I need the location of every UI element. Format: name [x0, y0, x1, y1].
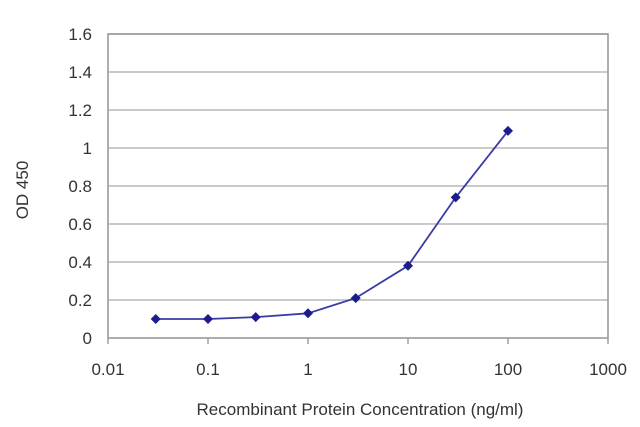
y-tick-label: 1.6 — [68, 25, 92, 44]
y-tick-label: 1.4 — [68, 63, 92, 82]
data-point — [450, 192, 461, 203]
data-point — [303, 308, 313, 319]
data-point — [403, 260, 413, 271]
x-axis-title: Recombinant Protein Concentration (ng/ml… — [197, 400, 524, 419]
data-series — [150, 125, 513, 324]
y-axis-ticks: 0 0.2 0.4 0.6 0.8 1 1.2 1.4 1.6 — [68, 25, 92, 348]
plot-area-frame — [107, 33, 609, 339]
x-axis-ticks: 0.01 0.1 1 10 100 1000 — [91, 338, 627, 379]
x-tick-label: 0.01 — [91, 360, 124, 379]
y-tick-label: 0.6 — [68, 215, 92, 234]
x-tick-label: 0.1 — [196, 360, 220, 379]
x-tick-label: 10 — [399, 360, 418, 379]
y-tick-label: 0.8 — [68, 177, 92, 196]
data-point — [350, 293, 361, 304]
y-tick-label: 0 — [83, 329, 92, 348]
y-axis-title: OD 450 — [13, 161, 32, 220]
series-line — [155, 130, 509, 320]
y-tick-label: 0.4 — [68, 253, 92, 272]
data-point — [150, 314, 161, 324]
grid-lines — [108, 33, 608, 301]
data-point — [203, 314, 213, 324]
data-point — [250, 312, 261, 323]
y-tick-label: 0.2 — [68, 291, 92, 310]
x-tick-label: 100 — [494, 360, 522, 379]
y-tick-label: 1.2 — [68, 101, 92, 120]
x-tick-label: 1 — [303, 360, 312, 379]
data-point — [503, 125, 513, 136]
x-tick-label: 1000 — [589, 360, 627, 379]
y-tick-label: 1 — [83, 139, 92, 158]
